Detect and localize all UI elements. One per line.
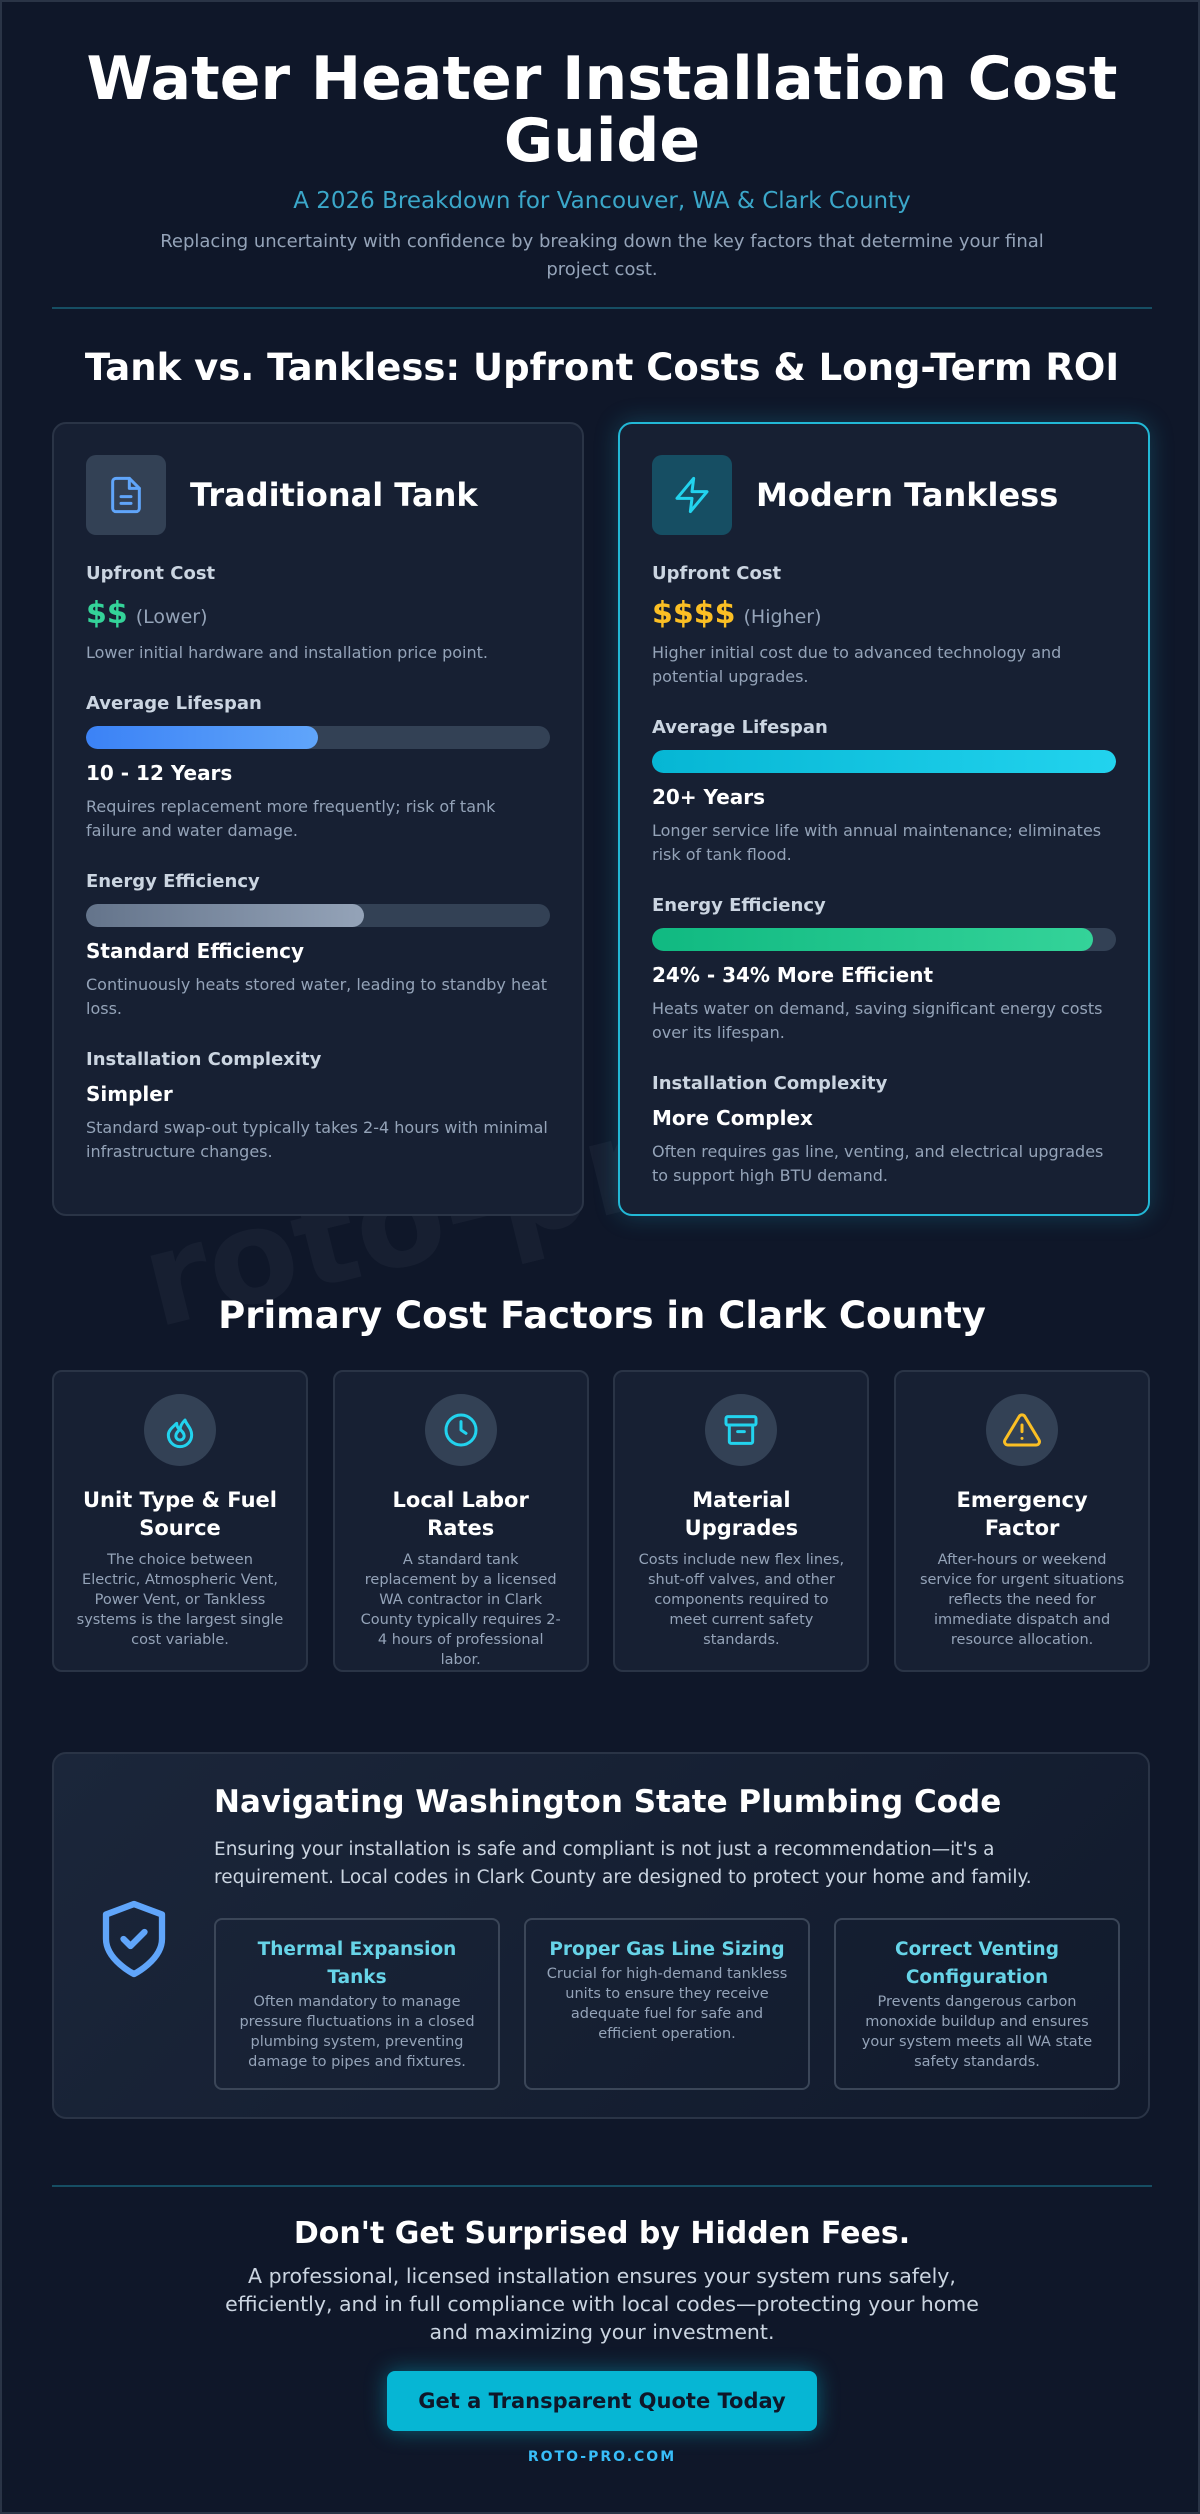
factor-card: Unit Type & Fuel Source The choice betwee…: [52, 1370, 308, 1672]
cost-qualifier: (Higher): [743, 606, 822, 628]
card-icon: [111, 476, 141, 514]
quote-button[interactable]: Get a Transparent Quote Today: [387, 2371, 817, 2431]
cost-symbol: $$$$: [652, 596, 736, 631]
spec-label: Average Lifespan: [86, 693, 262, 714]
icon-box: [652, 455, 732, 535]
code-item-title: Proper Gas Line Sizing: [549, 1939, 785, 1960]
divider: [52, 307, 1152, 309]
spec-value: $$ (Lower): [86, 596, 550, 631]
card-header: Traditional Tank: [86, 455, 550, 535]
spec-value: 10 - 12 Years: [86, 761, 233, 785]
spec-row: Energy Efficiency Standard Efficiency Cont…: [86, 871, 550, 1021]
spec-note: Often requires gas line, venting, and el…: [652, 1142, 1104, 1185]
factor-title: Material Upgrades: [684, 1488, 799, 1540]
spec-label: Installation Complexity: [652, 1073, 888, 1094]
intro: Replacing uncertainty with confidence by…: [160, 231, 1044, 280]
spec-row: Upfront Cost $$ (Lower) Lower initial hardw…: [86, 563, 550, 665]
bar-track: [86, 904, 550, 927]
spec-note: Requires replacement more frequently; ri…: [86, 797, 496, 840]
cta-text: A professional, licensed installation en…: [225, 2264, 979, 2344]
spec-row: Average Lifespan 20+ Years Longer service …: [652, 717, 1116, 867]
bar-track: [652, 928, 1116, 951]
code-item-title: Thermal Expansion Tanks: [257, 1939, 457, 1988]
spec-label: Average Lifespan: [652, 717, 828, 738]
factor-text: The choice between Electric, Atmospheric…: [76, 1552, 284, 1648]
bar-fill: [86, 904, 365, 927]
code-intro: Ensuring your installation is safe and c…: [214, 1839, 1032, 1888]
bar-fill: [652, 928, 1093, 951]
spec-row: Energy Efficiency 24% - 34% More Efficien…: [652, 895, 1116, 1045]
spec-value: Simpler: [86, 1082, 173, 1106]
section-heading: Tank vs. Tankless: Upfront Costs & Long-…: [84, 346, 1120, 389]
card-title: Traditional Tank: [190, 476, 478, 514]
section-heading: Primary Cost Factors in Clark County: [218, 1294, 986, 1337]
comparison-card: Traditional Tank Upfront Cost $$ (Lower) Low…: [52, 422, 584, 1216]
icon-circle: [424, 1394, 497, 1466]
code-item-text: Prevents dangerous carbon monoxide build…: [861, 1994, 1093, 2070]
bar-track: [652, 750, 1116, 773]
comparison-card: Modern Tankless Upfront Cost $$$$ (Higher) H…: [618, 422, 1150, 1216]
cost-qualifier: (Lower): [135, 606, 208, 628]
page-title: Water Heater Installation Cost Guide: [86, 44, 1118, 176]
card-icon: [675, 476, 709, 514]
spec-label: Installation Complexity: [86, 1049, 322, 1070]
factor-icon: [444, 1413, 478, 1447]
spec-row: Installation Complexity Simpler Standard s…: [86, 1049, 550, 1164]
factor-title: Emergency Factor: [956, 1488, 1088, 1540]
spec-note: Continuously heats stored water, leading…: [86, 975, 548, 1018]
subtitle: A 2026 Breakdown for Vancouver, WA & Cla…: [293, 188, 911, 214]
footer-link: ROTO-PRO.COM: [527, 2449, 677, 2465]
code-panel: Navigating Washington State Plumbing Cod…: [52, 1752, 1150, 2119]
spec-label: Energy Efficiency: [652, 895, 826, 916]
factor-icon: [724, 1415, 758, 1445]
spec-label: Upfront Cost: [652, 563, 782, 584]
code-item: Thermal Expansion Tanks Often mandatory t…: [214, 1918, 500, 2090]
spec-note: Standard swap-out typically takes 2-4 ho…: [86, 1118, 548, 1161]
spec-row: Installation Complexity More Complex Often…: [652, 1073, 1116, 1188]
card-header: Modern Tankless: [652, 455, 1116, 535]
cost-symbol: $$: [86, 596, 128, 631]
spec-value: 20+ Years: [652, 785, 766, 809]
icon-circle: [986, 1394, 1059, 1466]
spec-value: More Complex: [652, 1106, 813, 1130]
card-title: Modern Tankless: [756, 476, 1059, 514]
factor-text: Costs include new flex lines, shut-off v…: [638, 1552, 845, 1648]
factor-title: Local Labor Rates: [392, 1488, 529, 1540]
spec-value: 24% - 34% More Efficient: [652, 963, 934, 987]
spec-row: Average Lifespan 10 - 12 Years Requires re…: [86, 693, 550, 843]
bar-track: [86, 726, 550, 749]
spec-note: Lower initial hardware and installation …: [86, 643, 488, 662]
spec-label: Upfront Cost: [86, 563, 216, 584]
factor-title: Unit Type & Fuel Source: [83, 1488, 277, 1540]
shield-icon: [102, 1900, 166, 1978]
spec-note: Heats water on demand, saving significan…: [652, 999, 1103, 1042]
factor-card: Local Labor Rates A standard tank replace…: [332, 1370, 589, 1672]
bar-fill: [86, 726, 318, 749]
divider: [52, 2185, 1152, 2187]
code-item: Proper Gas Line Sizing Crucial for high-d…: [524, 1918, 810, 2090]
factor-card: Material Upgrades Costs include new flex …: [613, 1370, 870, 1672]
icon-circle: [144, 1394, 216, 1466]
factor-text: After-hours or weekend service for urgen…: [919, 1552, 1125, 1648]
code-title: Navigating Washington State Plumbing Cod…: [214, 1784, 1002, 1820]
cta-heading: Don't Get Surprised by Hidden Fees.: [293, 2216, 911, 2251]
spec-label: Energy Efficiency: [86, 871, 260, 892]
spec-note: Longer service life with annual maintena…: [652, 821, 1102, 864]
icon-box: [86, 455, 166, 535]
factor-text: A standard tank replacement by a license…: [360, 1552, 561, 1668]
spec-row: Upfront Cost $$$$ (Higher) Higher initial c…: [652, 563, 1116, 689]
icon-circle: [705, 1394, 778, 1466]
code-item: Correct Venting Configuration Prevents da…: [834, 1918, 1120, 2090]
factor-icon: [166, 1418, 194, 1449]
code-item-title: Correct Venting Configuration: [895, 1939, 1059, 1988]
factor-card: Emergency Factor After-hours or weekend s…: [894, 1370, 1151, 1672]
bar-fill: [652, 750, 1116, 773]
factor-icon: [1003, 1413, 1042, 1447]
spec-note: Higher initial cost due to advanced tech…: [652, 643, 1062, 686]
code-item-text: Crucial for high-demand tankless units t…: [546, 1966, 788, 2042]
spec-value: Standard Efficiency: [86, 939, 305, 963]
spec-value: $$$$ (Higher): [652, 596, 1116, 631]
code-item-text: Often mandatory to manage pressure fluct…: [239, 1994, 475, 2070]
